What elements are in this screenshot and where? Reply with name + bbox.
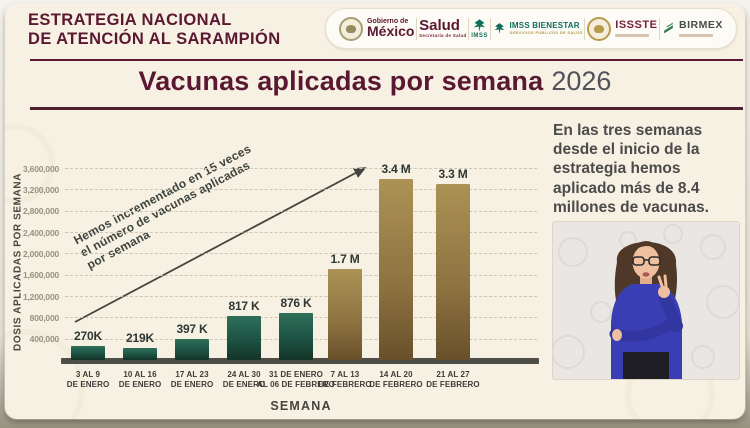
bar-week-4: [227, 316, 261, 360]
logo-subtext-decoration: [615, 33, 650, 37]
logo-birmex: BIRMEX: [662, 19, 723, 37]
y-tick-label: 800,000: [29, 312, 60, 323]
y-tick-label: 400,000: [29, 334, 60, 345]
bar-week-7: [379, 179, 413, 360]
birmex-logo-icon: [664, 22, 673, 34]
logo-subtext: Secretaría de Salud: [419, 33, 467, 39]
logo-separator: [489, 17, 491, 40]
bar-week-2: [123, 348, 157, 360]
chart-title-text: Vacunas aplicadas por semana: [138, 66, 544, 96]
imss-eagle-icon: [473, 19, 486, 32]
logo-imss: IMSS: [471, 18, 488, 39]
gridline: [65, 168, 537, 169]
x-tick-label: 31 DE ENERO AL 06 DE FEBRERO: [257, 370, 335, 389]
logo-text: México: [367, 23, 415, 40]
header-divider: [30, 59, 743, 61]
logo-subtext-decoration: [679, 33, 714, 37]
logo-salud: Salud Secretaría de Salud: [419, 18, 466, 38]
x-tick-label: 24 AL 30 DE ENERO: [222, 370, 266, 389]
bar-value-label: 3.3 M: [438, 167, 468, 181]
strategy-title-line2: DE ATENCIÓN AL SARAMPIÓN: [28, 30, 281, 49]
logo-subtext: SERVICIOS PÚBLICOS DE SALUD: [509, 29, 583, 35]
logo-text: Salud: [419, 17, 460, 35]
y-tick-label: 2,000,000: [22, 248, 59, 259]
issste-seal-icon: [587, 16, 612, 41]
sign-language-video: [553, 222, 739, 379]
bar-value-label: 270K: [74, 329, 102, 343]
bar-value-label: 1.7 M: [330, 252, 360, 266]
logo-separator: [659, 17, 661, 40]
logo-gobierno-mexico: Gobierno de México: [339, 16, 415, 41]
bar-week-5: [279, 313, 313, 360]
logo-separator: [416, 17, 418, 40]
slide-card: ESTRATEGIA NACIONAL DE ATENCIÓN AL SARAM…: [5, 4, 745, 419]
logo-text: BIRMEX: [679, 19, 723, 32]
summary-text: En las tres semanas desde el inicio de l…: [553, 122, 709, 216]
logo-issste: ISSSTE: [587, 16, 658, 41]
y-tick-label: 3,200,000: [22, 184, 59, 195]
chart-title: Vacunas aplicadas por semana 2026: [5, 66, 745, 97]
title-divider: [30, 107, 743, 110]
x-tick-label: 14 AL 20 DE FEBRERO: [369, 370, 423, 389]
x-axis-baseline: [61, 358, 539, 364]
mexico-eagle-seal-icon: [339, 16, 363, 41]
bar-week-6: [328, 269, 362, 360]
bar-value-label: 397 K: [176, 322, 208, 336]
y-tick-label: 1,600,000: [22, 270, 59, 281]
logo-text: IMSS: [471, 32, 488, 39]
bar-value-label: 3.4 M: [381, 162, 411, 176]
gridline: [65, 274, 537, 276]
gridline: [65, 210, 537, 212]
logo-text: ISSSTE: [615, 19, 658, 32]
annotation-line: el número de vacunas aplicadas: [77, 158, 253, 260]
y-tick-label: 3,600,000: [22, 163, 59, 174]
y-tick-label: 2,400,000: [22, 227, 59, 238]
imss-bienestar-eagle-icon: [494, 23, 504, 34]
logo-separator: [468, 17, 470, 40]
x-tick-label: 10 AL 16 DE ENERO: [118, 370, 162, 389]
logo-imss-bienestar: IMSS BIENESTAR SERVICIOS PÚBLICOS DE SALU…: [493, 21, 583, 35]
bar-week-8: [436, 184, 470, 360]
logo-separator: [584, 17, 586, 40]
x-axis-title: SEMANA: [270, 399, 332, 413]
bar-value-label: 876 K: [280, 296, 312, 310]
strategy-title-line1: ESTRATEGIA NACIONAL: [28, 11, 232, 29]
bar-chart: DOSIS APLICADAS POR SEMANA Hemos increme…: [5, 110, 550, 419]
bar-week-3: [175, 339, 209, 360]
gridline: [65, 253, 537, 255]
bar-week-1: [71, 346, 105, 360]
sign-language-interpreter-illustration: [553, 222, 739, 379]
strategy-title: ESTRATEGIA NACIONAL DE ATENCIÓN AL SARAM…: [28, 11, 281, 50]
bar-value-label: 219K: [126, 331, 154, 345]
chart-title-year: 2026: [551, 66, 612, 96]
x-tick-label: 3 AL 9 DE ENERO: [66, 370, 110, 389]
background-ornament: [5, 124, 55, 204]
logo-text: IMSS BIENESTAR: [509, 21, 580, 31]
gridline: [65, 296, 537, 297]
background-ornament: [5, 329, 85, 419]
bar-value-label: 817 K: [228, 299, 260, 313]
x-tick-label: 17 AL 23 DE ENERO: [170, 370, 214, 389]
x-tick-label: 21 AL 27 DE FEBRERO: [426, 370, 480, 389]
institutional-logo-bar: Gobierno de México Salud Secretaría de Salu…: [325, 8, 737, 49]
gridline: [65, 189, 537, 191]
gridline: [65, 232, 537, 233]
y-tick-label: 1,200,000: [22, 291, 59, 302]
x-tick-label: 7 AL 13 DE FEBRERO: [318, 370, 372, 389]
y-tick-label: 2,800,000: [22, 206, 59, 217]
logo-text: Gobierno de: [367, 17, 409, 25]
